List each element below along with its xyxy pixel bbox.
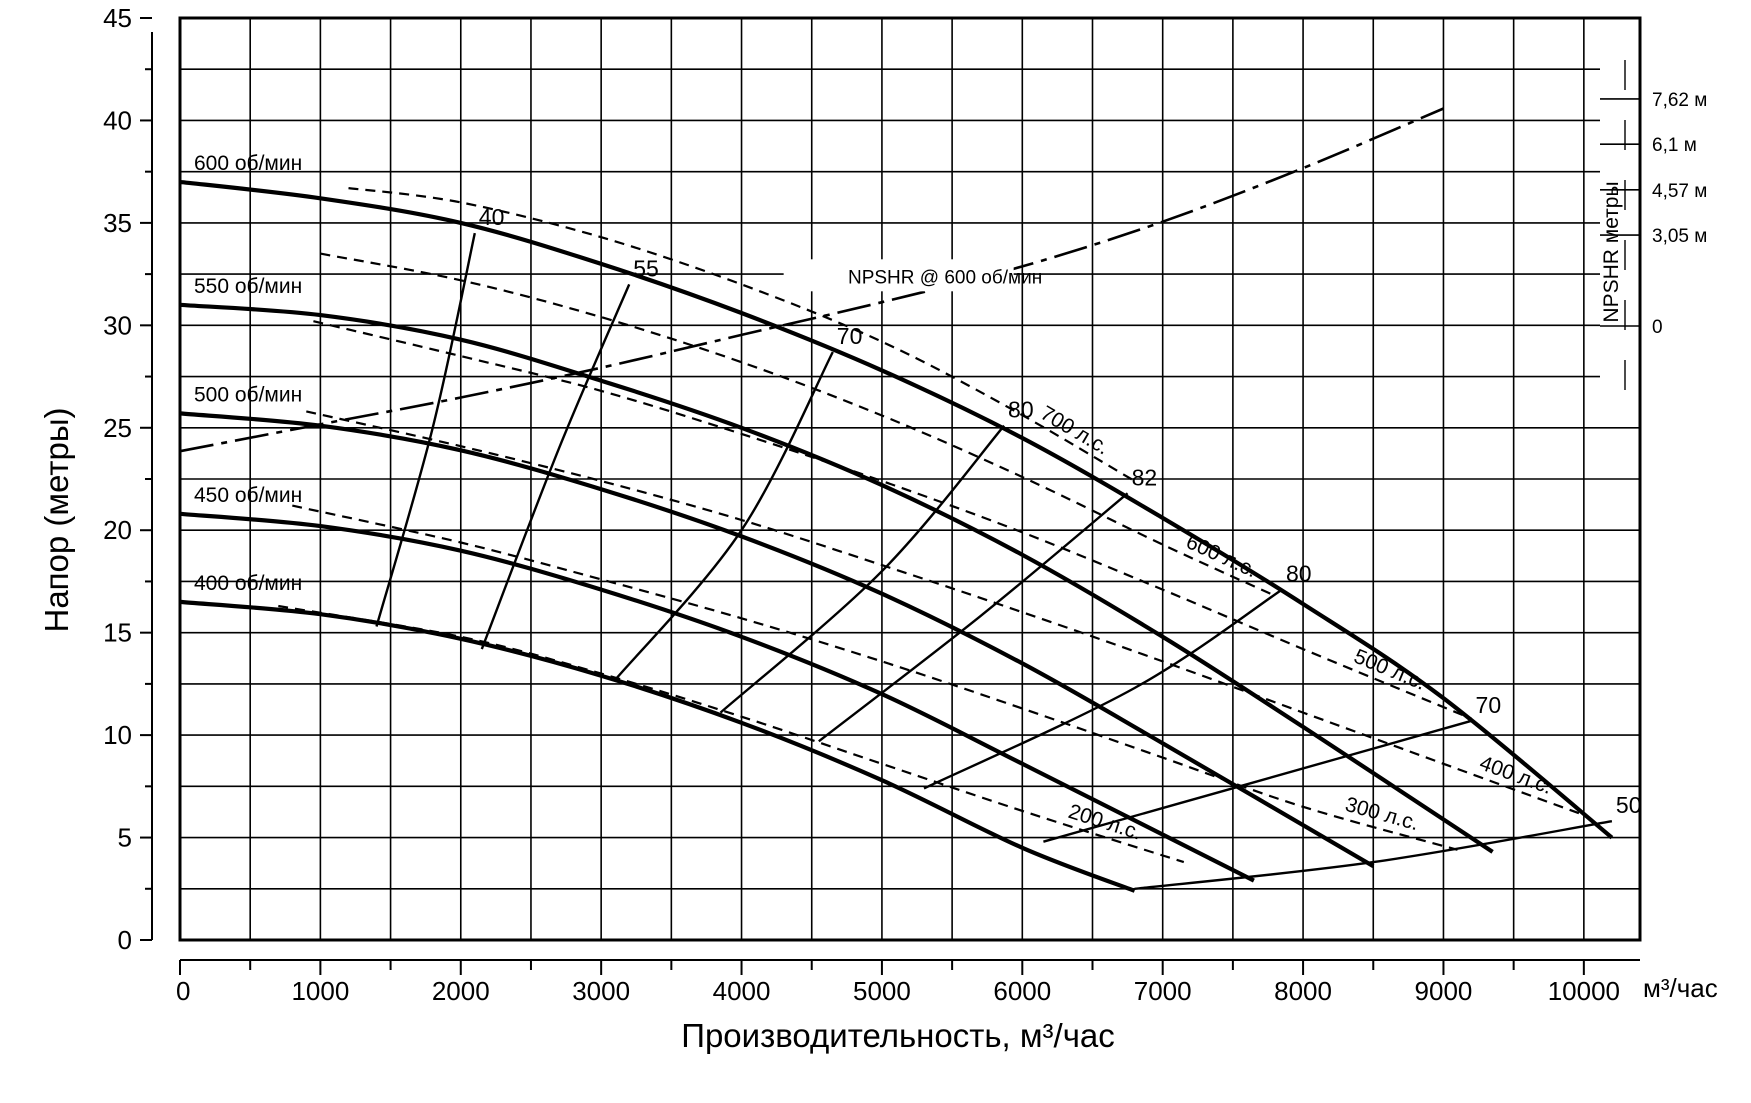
power-curves: [278, 187, 1585, 864]
power-curve: [306, 410, 1585, 817]
power-curve: [278, 604, 1185, 864]
x-tick-label: 2000: [432, 976, 490, 1006]
efficiency-label: 80: [1008, 397, 1034, 423]
x-tick-label: 3000: [572, 976, 630, 1006]
axes: 0 5 10 15 20 25 30 35 40 45 0 1000 2000 3000 4000 5000 6…: [103, 3, 1707, 1006]
speed-curve-label: 500 об/мин: [194, 383, 302, 406]
efficiency-curves: [375, 232, 1613, 890]
y-tick-label: 45: [103, 3, 132, 33]
x-tick-label: 5000: [853, 976, 911, 1006]
efficiency-label: 70: [837, 323, 863, 349]
y-tick-label: 20: [103, 515, 132, 545]
x-tick-label: 10000: [1548, 976, 1620, 1006]
power-curve: [348, 187, 1136, 482]
efficiency-curve: [719, 424, 1006, 714]
x-axis-title: Производительность, м³/час: [681, 1017, 1115, 1054]
efficiency-curve: [923, 588, 1283, 790]
x-tick-label: 8000: [1274, 976, 1332, 1006]
efficiency-label: 80: [1286, 561, 1312, 587]
npshr-tick-label: 4,57 м: [1652, 181, 1707, 202]
efficiency-curve: [480, 283, 631, 650]
x-tick-label: 4000: [713, 976, 771, 1006]
power-curve: [320, 252, 1276, 597]
speed-curve-label: 400 об/мин: [194, 572, 302, 595]
y-tick-label: 30: [103, 310, 132, 340]
y-tick-label: 35: [103, 208, 132, 238]
x-tick-label: 7000: [1134, 976, 1192, 1006]
efficiency-curve: [614, 351, 834, 681]
npshr-curve: [179, 107, 1445, 453]
curve-labels: 600 об/мин 550 об/мин 500 об/мин 450 об/мин…: [194, 152, 1642, 845]
y-tick-label: 40: [103, 105, 132, 135]
speed-curve: [179, 599, 1136, 893]
speed-curve: [179, 411, 1375, 869]
efficiency-label: 55: [633, 255, 659, 281]
npshr-tick-label: 3,05 м: [1652, 226, 1707, 247]
y-tick-label: 25: [103, 413, 132, 443]
x-tick-label: 1000: [291, 976, 349, 1006]
npshr-tick-label: 6,1 м: [1652, 135, 1697, 156]
y-tick-label: 0: [118, 925, 132, 955]
npshr-tick-label: 0: [1652, 317, 1663, 338]
y-tick-label: 15: [103, 618, 132, 648]
speed-curve-label: 450 об/мин: [194, 484, 302, 507]
x-unit-label: м³/час: [1643, 973, 1718, 1003]
efficiency-curve: [1043, 719, 1472, 843]
npshr-axis-title: NPSHR метры: [1600, 181, 1623, 322]
power-curve: [292, 504, 1458, 851]
npshr-label-background: [783, 259, 1014, 292]
y-tick-label: 10: [103, 720, 132, 750]
x-tick-label: 0: [176, 976, 190, 1006]
efficiency-curve: [375, 232, 476, 627]
efficiency-label: 70: [1476, 692, 1502, 718]
grid: [178, 16, 1642, 942]
efficiency-label: 50: [1616, 792, 1642, 818]
plot-frame: [178, 16, 1642, 942]
npshr-line: [179, 107, 1445, 453]
npshr-tick-label: 7,62 м: [1652, 90, 1707, 111]
x-tick-label: 9000: [1415, 976, 1473, 1006]
npshr-curve-label: NPSHR @ 600 об/мин: [848, 267, 1042, 288]
power-curve-label: 600 л.с.: [1183, 530, 1261, 582]
speed-curve-label: 600 об/мин: [194, 152, 302, 175]
efficiency-curve: [818, 492, 1129, 743]
efficiency-label: 40: [479, 204, 505, 230]
speed-curve: [179, 511, 1255, 883]
efficiency-curve: [1134, 820, 1613, 890]
y-tick-label: 5: [118, 823, 132, 853]
efficiency-label: 82: [1132, 464, 1158, 490]
speed-curve-label: 550 об/мин: [194, 275, 302, 298]
speed-curve: [179, 179, 1614, 840]
power-curve: [313, 320, 1472, 720]
y-axis-title: Напор (метры): [38, 407, 75, 632]
power-curve-label: 500 л.с.: [1351, 645, 1429, 695]
x-tick-label: 6000: [993, 976, 1051, 1006]
